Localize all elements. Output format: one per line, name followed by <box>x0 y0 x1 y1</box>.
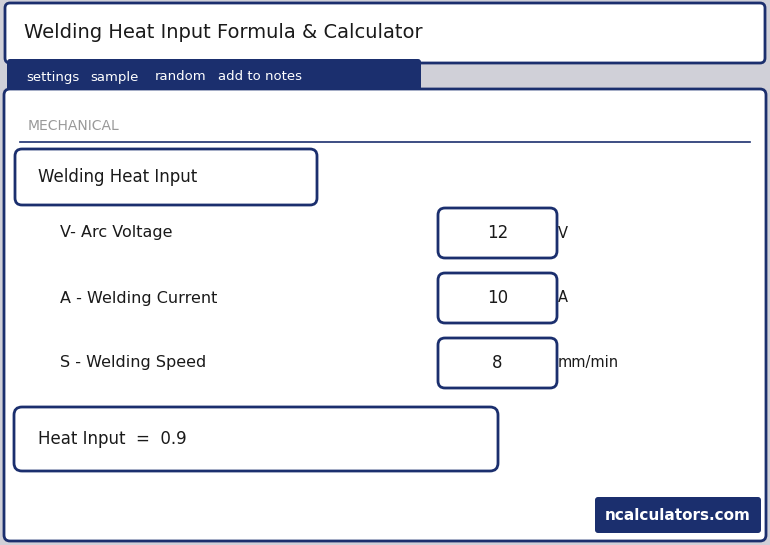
FancyBboxPatch shape <box>595 497 761 533</box>
FancyBboxPatch shape <box>5 3 765 63</box>
Text: V- Arc Voltage: V- Arc Voltage <box>60 226 172 240</box>
Text: random: random <box>155 70 206 83</box>
Text: Welding Heat Input: Welding Heat Input <box>38 168 197 186</box>
Text: Welding Heat Input Formula & Calculator: Welding Heat Input Formula & Calculator <box>24 23 423 43</box>
FancyBboxPatch shape <box>7 59 421 95</box>
Text: 10: 10 <box>487 289 508 307</box>
Text: 8: 8 <box>492 354 503 372</box>
FancyBboxPatch shape <box>438 273 557 323</box>
Text: V: V <box>558 226 568 240</box>
Text: S - Welding Speed: S - Welding Speed <box>60 355 206 371</box>
Text: settings: settings <box>26 70 79 83</box>
Text: ncalculators.com: ncalculators.com <box>605 507 751 523</box>
Text: A - Welding Current: A - Welding Current <box>60 290 217 306</box>
Text: sample: sample <box>90 70 139 83</box>
Text: add to notes: add to notes <box>218 70 302 83</box>
Text: 12: 12 <box>487 224 508 242</box>
Text: A: A <box>558 290 568 306</box>
Text: MECHANICAL: MECHANICAL <box>28 119 120 133</box>
FancyBboxPatch shape <box>15 149 317 205</box>
Text: mm/min: mm/min <box>558 355 619 371</box>
FancyBboxPatch shape <box>438 208 557 258</box>
FancyBboxPatch shape <box>4 89 766 541</box>
Text: Heat Input  =  0.9: Heat Input = 0.9 <box>38 430 186 448</box>
FancyBboxPatch shape <box>14 407 498 471</box>
FancyBboxPatch shape <box>438 338 557 388</box>
